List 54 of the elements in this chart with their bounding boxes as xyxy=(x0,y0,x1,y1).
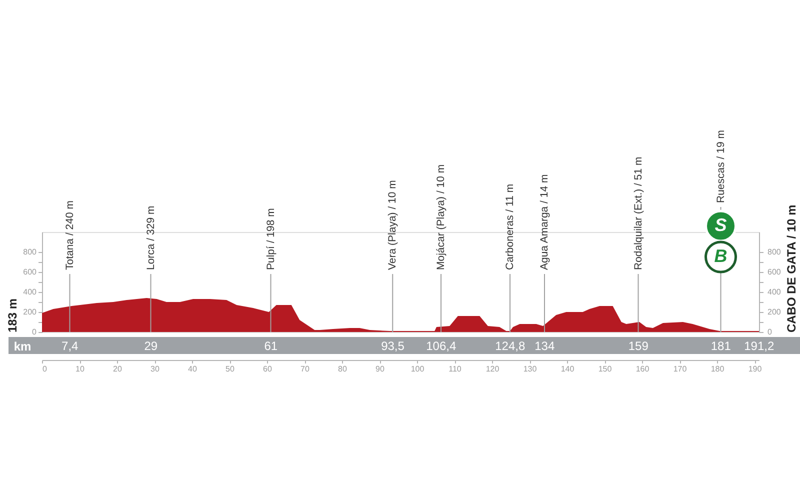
ref-line-label: Mojácar (Playa) / 10 m xyxy=(435,164,447,270)
x2-tick-label: 191,2 xyxy=(744,339,774,353)
annotation: B xyxy=(714,246,728,266)
ref-line-label: Agua Amarga / 14 m xyxy=(538,174,550,270)
x-tick-label: 20 xyxy=(113,364,122,374)
x-tick-label: 120 xyxy=(486,364,500,374)
x-tick-label: 130 xyxy=(523,364,538,374)
y2-tick-label: 0 xyxy=(768,328,772,336)
x-tick-label: 140 xyxy=(560,364,575,374)
ref-line-label: Vera (Playa) / 10 m xyxy=(386,180,399,270)
x-tick-label: 10 xyxy=(76,364,85,374)
x-tick-label: 160 xyxy=(636,364,650,374)
ref-line-label: Totana / 240 m xyxy=(64,200,76,270)
x2-tick-label: 61 xyxy=(264,339,278,353)
y2-tick-label: 400 xyxy=(768,288,782,296)
x-tick-label: 190 xyxy=(748,364,762,374)
x-tick-label: 100 xyxy=(410,364,425,374)
annotation: S xyxy=(714,215,727,235)
x-tick-label: 80 xyxy=(338,364,348,374)
x2-tick-label: 134 xyxy=(534,339,555,353)
x-tick-label: 50 xyxy=(226,364,235,374)
x-tick-label: 150 xyxy=(598,364,612,374)
x-tick-label: 40 xyxy=(188,364,198,374)
y2-tick-label: 600 xyxy=(768,268,782,276)
x2-axis-title: km xyxy=(14,340,32,354)
x2-tick-label: 159 xyxy=(628,339,649,353)
x2-tick-label: 181 xyxy=(710,339,732,353)
y2-tick-label: 200 xyxy=(768,308,782,316)
x-tick-label: 60 xyxy=(263,364,272,374)
x-tick-label: 90 xyxy=(376,364,385,374)
x-tick-label: 70 xyxy=(300,364,310,374)
ref-line-label: Ruescas / 19 m xyxy=(714,130,727,203)
x2-tick-label: 124,8 xyxy=(495,339,526,353)
x2-tick-label: 106,4 xyxy=(426,339,456,353)
ref-line-label: Rodalquilar (Ext.) / 51 m xyxy=(632,156,644,270)
y2-tick-label: 800 xyxy=(768,248,782,256)
x-tick-label: 110 xyxy=(448,364,462,374)
x2-tick-label: 29 xyxy=(144,339,158,353)
y-axis-title: 183 m xyxy=(6,298,20,332)
y-tick-label: 200 xyxy=(23,308,38,316)
x-tick-label: 170 xyxy=(673,364,688,374)
y-tick-label: 600 xyxy=(23,268,38,276)
ref-line-label: Lorca / 329 m xyxy=(144,206,157,270)
x-tick-label: 0 xyxy=(42,364,48,374)
x-tick-label: 30 xyxy=(150,364,160,374)
x2-tick-label: 93,5 xyxy=(381,339,405,353)
x2-tick-label: 7,4 xyxy=(62,339,79,353)
y-tick-label: 800 xyxy=(23,248,38,256)
y2-axis-title: CABO DE GATA / 10 m xyxy=(784,204,798,332)
x-tick-label: 180 xyxy=(710,364,725,374)
y-tick-label: 400 xyxy=(23,288,38,296)
ref-line-label: Carboneras / 11 m xyxy=(504,184,516,270)
ref-line-label: Pulpí / 198 m xyxy=(264,208,277,270)
y-tick-label: 0 xyxy=(32,328,38,336)
